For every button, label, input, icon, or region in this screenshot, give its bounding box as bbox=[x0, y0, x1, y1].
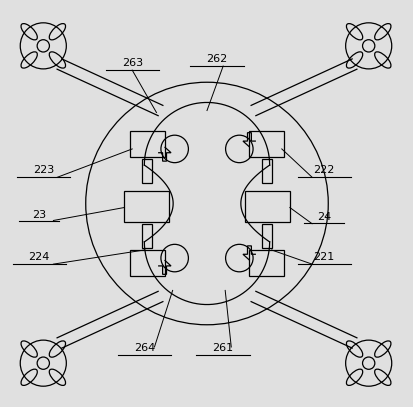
Text: 222: 222 bbox=[313, 165, 334, 175]
Bar bbox=[261, 159, 271, 183]
Bar bbox=[130, 131, 164, 157]
Bar bbox=[245, 191, 289, 222]
Bar bbox=[249, 250, 283, 276]
Bar bbox=[142, 159, 152, 183]
Text: 264: 264 bbox=[133, 343, 154, 353]
Bar bbox=[249, 131, 283, 157]
Text: 261: 261 bbox=[212, 343, 233, 353]
Text: 223: 223 bbox=[33, 165, 54, 175]
Bar bbox=[261, 224, 271, 248]
Text: 263: 263 bbox=[121, 58, 142, 68]
Text: 23: 23 bbox=[32, 210, 46, 220]
Text: 262: 262 bbox=[206, 54, 227, 64]
Text: 224: 224 bbox=[28, 252, 50, 262]
Bar bbox=[130, 250, 164, 276]
Text: 24: 24 bbox=[316, 212, 330, 222]
Text: 221: 221 bbox=[313, 252, 334, 262]
Bar bbox=[142, 224, 152, 248]
Bar bbox=[124, 191, 168, 222]
